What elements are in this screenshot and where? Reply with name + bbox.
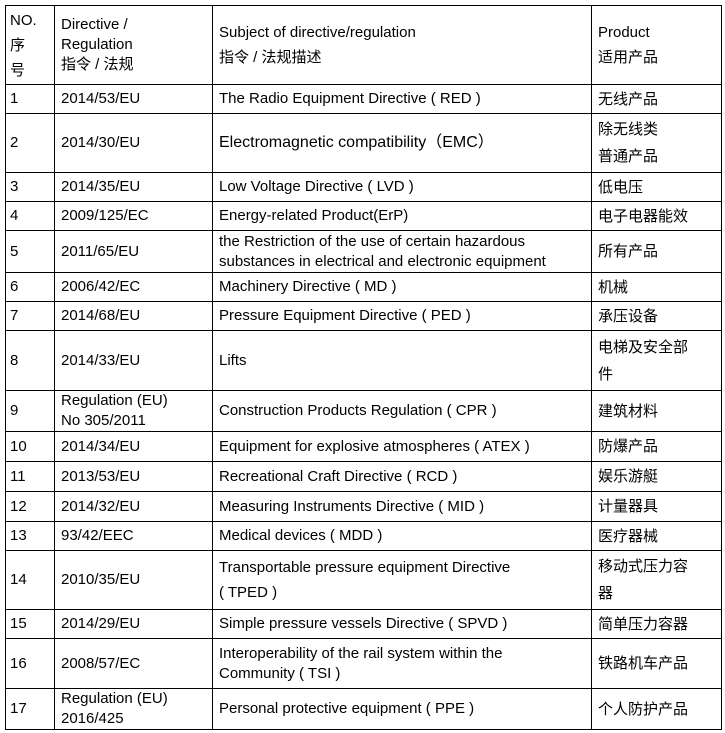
cell-product: 防爆产品 — [591, 431, 722, 462]
cell-subject: Electromagnetic compatibility（EMC） — [212, 113, 592, 173]
cell-directive: 2014/30/EU — [54, 113, 213, 173]
cell-product: 无线产品 — [591, 84, 722, 114]
cell-no: 10 — [5, 431, 55, 462]
directives-table: NO. 序 号 Directive / Regulation 指令 / 法规 S… — [5, 5, 722, 730]
table-row: 10 2014/34/EU Equipment for explosive atmo… — [5, 431, 722, 462]
cell-directive: 2010/35/EU — [54, 550, 213, 610]
cell-no: 15 — [5, 609, 55, 639]
cell-no: 13 — [5, 521, 55, 551]
cell-subject: Machinery Directive ( MD ) — [212, 272, 592, 302]
cell-subject: The Radio Equipment Directive ( RED ) — [212, 84, 592, 114]
cell-directive: 93/42/EEC — [54, 521, 213, 551]
header-subject: Subject of directive/regulation 指令 / 法规描… — [212, 5, 592, 85]
cell-subject: Measuring Instruments Directive ( MID ) — [212, 491, 592, 522]
table-row: 5 2011/65/EU the Restriction of the use of… — [5, 230, 722, 273]
cell-product: 个人防护产品 — [591, 688, 722, 730]
cell-no: 6 — [5, 272, 55, 302]
cell-directive: 2009/125/EC — [54, 201, 213, 231]
cell-directive: 2014/68/EU — [54, 301, 213, 331]
cell-directive: 2013/53/EU — [54, 461, 213, 492]
cell-directive: Regulation (EU) No 305/2011 — [54, 390, 213, 432]
cell-product: 简单压力容器 — [591, 609, 722, 639]
cell-directive: 2014/32/EU — [54, 491, 213, 522]
cell-subject: Low Voltage Directive ( LVD ) — [212, 172, 592, 202]
cell-no: 11 — [5, 461, 55, 492]
table-row: 11 2013/53/EU Recreational Craft Directive… — [5, 461, 722, 492]
cell-product: 电子电器能效 — [591, 201, 722, 231]
cell-directive: 2008/57/EC — [54, 638, 213, 689]
table-row: 2 2014/30/EU Electromagnetic compatibility… — [5, 113, 722, 173]
cell-subject: Construction Products Regulation ( CPR ) — [212, 390, 592, 432]
cell-subject: Simple pressure vessels Directive ( SPVD… — [212, 609, 592, 639]
cell-subject: Transportable pressure equipment Directi… — [212, 550, 592, 610]
header-row: NO. 序 号 Directive / Regulation 指令 / 法规 S… — [5, 5, 722, 85]
cell-no: 16 — [5, 638, 55, 689]
cell-no: 12 — [5, 491, 55, 522]
table-row: 17 Regulation (EU) 2016/425 Personal prote… — [5, 688, 722, 730]
cell-product: 除无线类 普通产品 — [591, 113, 722, 173]
cell-subject: Medical devices ( MDD ) — [212, 521, 592, 551]
table-row: 13 93/42/EEC Medical devices ( MDD ) 医疗器械 — [5, 521, 722, 551]
table-row: 16 2008/57/EC Interoperability of the rail… — [5, 638, 722, 689]
cell-product: 娱乐游艇 — [591, 461, 722, 492]
cell-no: 5 — [5, 230, 55, 273]
table-row: 7 2014/68/EU Pressure Equipment Directive … — [5, 301, 722, 331]
cell-product: 所有产品 — [591, 230, 722, 273]
cell-directive: 2014/34/EU — [54, 431, 213, 462]
cell-no: 17 — [5, 688, 55, 730]
cell-subject: Recreational Craft Directive ( RCD ) — [212, 461, 592, 492]
table-row: 6 2006/42/EC Machinery Directive ( MD ) 机械 — [5, 272, 722, 302]
header-no: NO. 序 号 — [5, 5, 55, 85]
table-row: 8 2014/33/EU Lifts 电梯及安全部 件 — [5, 330, 722, 391]
cell-directive: 2006/42/EC — [54, 272, 213, 302]
cell-no: 1 — [5, 84, 55, 114]
cell-product: 医疗器械 — [591, 521, 722, 551]
cell-no: 4 — [5, 201, 55, 231]
table-row: 15 2014/29/EU Simple pressure vessels Dire… — [5, 609, 722, 639]
cell-directive: 2014/33/EU — [54, 330, 213, 391]
cell-product: 计量器具 — [591, 491, 722, 522]
table-row: 4 2009/125/EC Energy-related Product(ErP) 电… — [5, 201, 722, 231]
cell-subject: Lifts — [212, 330, 592, 391]
cell-no: 14 — [5, 550, 55, 610]
cell-no: 8 — [5, 330, 55, 391]
cell-subject: Equipment for explosive atmospheres ( AT… — [212, 431, 592, 462]
cell-subject: Energy-related Product(ErP) — [212, 201, 592, 231]
header-product: Product 适用产品 — [591, 5, 722, 85]
cell-product: 建筑材料 — [591, 390, 722, 432]
cell-product: 铁路机车产品 — [591, 638, 722, 689]
cell-product: 移动式压力容 器 — [591, 550, 722, 610]
cell-no: 2 — [5, 113, 55, 173]
cell-directive: 2014/35/EU — [54, 172, 213, 202]
cell-no: 9 — [5, 390, 55, 432]
cell-directive: Regulation (EU) 2016/425 — [54, 688, 213, 730]
cell-product: 机械 — [591, 272, 722, 302]
cell-subject: Personal protective equipment ( PPE ) — [212, 688, 592, 730]
table-row: 9 Regulation (EU) No 305/2011 Construction… — [5, 390, 722, 432]
table-row: 14 2010/35/EU Transportable pressure equip… — [5, 550, 722, 610]
cell-directive: 2014/29/EU — [54, 609, 213, 639]
cell-subject: Pressure Equipment Directive ( PED ) — [212, 301, 592, 331]
cell-directive: 2011/65/EU — [54, 230, 213, 273]
table-row: 12 2014/32/EU Measuring Instruments Direct… — [5, 491, 722, 522]
header-directive: Directive / Regulation 指令 / 法规 — [54, 5, 213, 85]
cell-product: 电梯及安全部 件 — [591, 330, 722, 391]
cell-product: 低电压 — [591, 172, 722, 202]
table-row: 1 2014/53/EU The Radio Equipment Directive… — [5, 84, 722, 114]
cell-no: 7 — [5, 301, 55, 331]
table-row: 3 2014/35/EU Low Voltage Directive ( LVD )… — [5, 172, 722, 202]
cell-subject: Interoperability of the rail system with… — [212, 638, 592, 689]
cell-no: 3 — [5, 172, 55, 202]
cell-subject: the Restriction of the use of certain ha… — [212, 230, 592, 273]
cell-product: 承压设备 — [591, 301, 722, 331]
cell-directive: 2014/53/EU — [54, 84, 213, 114]
